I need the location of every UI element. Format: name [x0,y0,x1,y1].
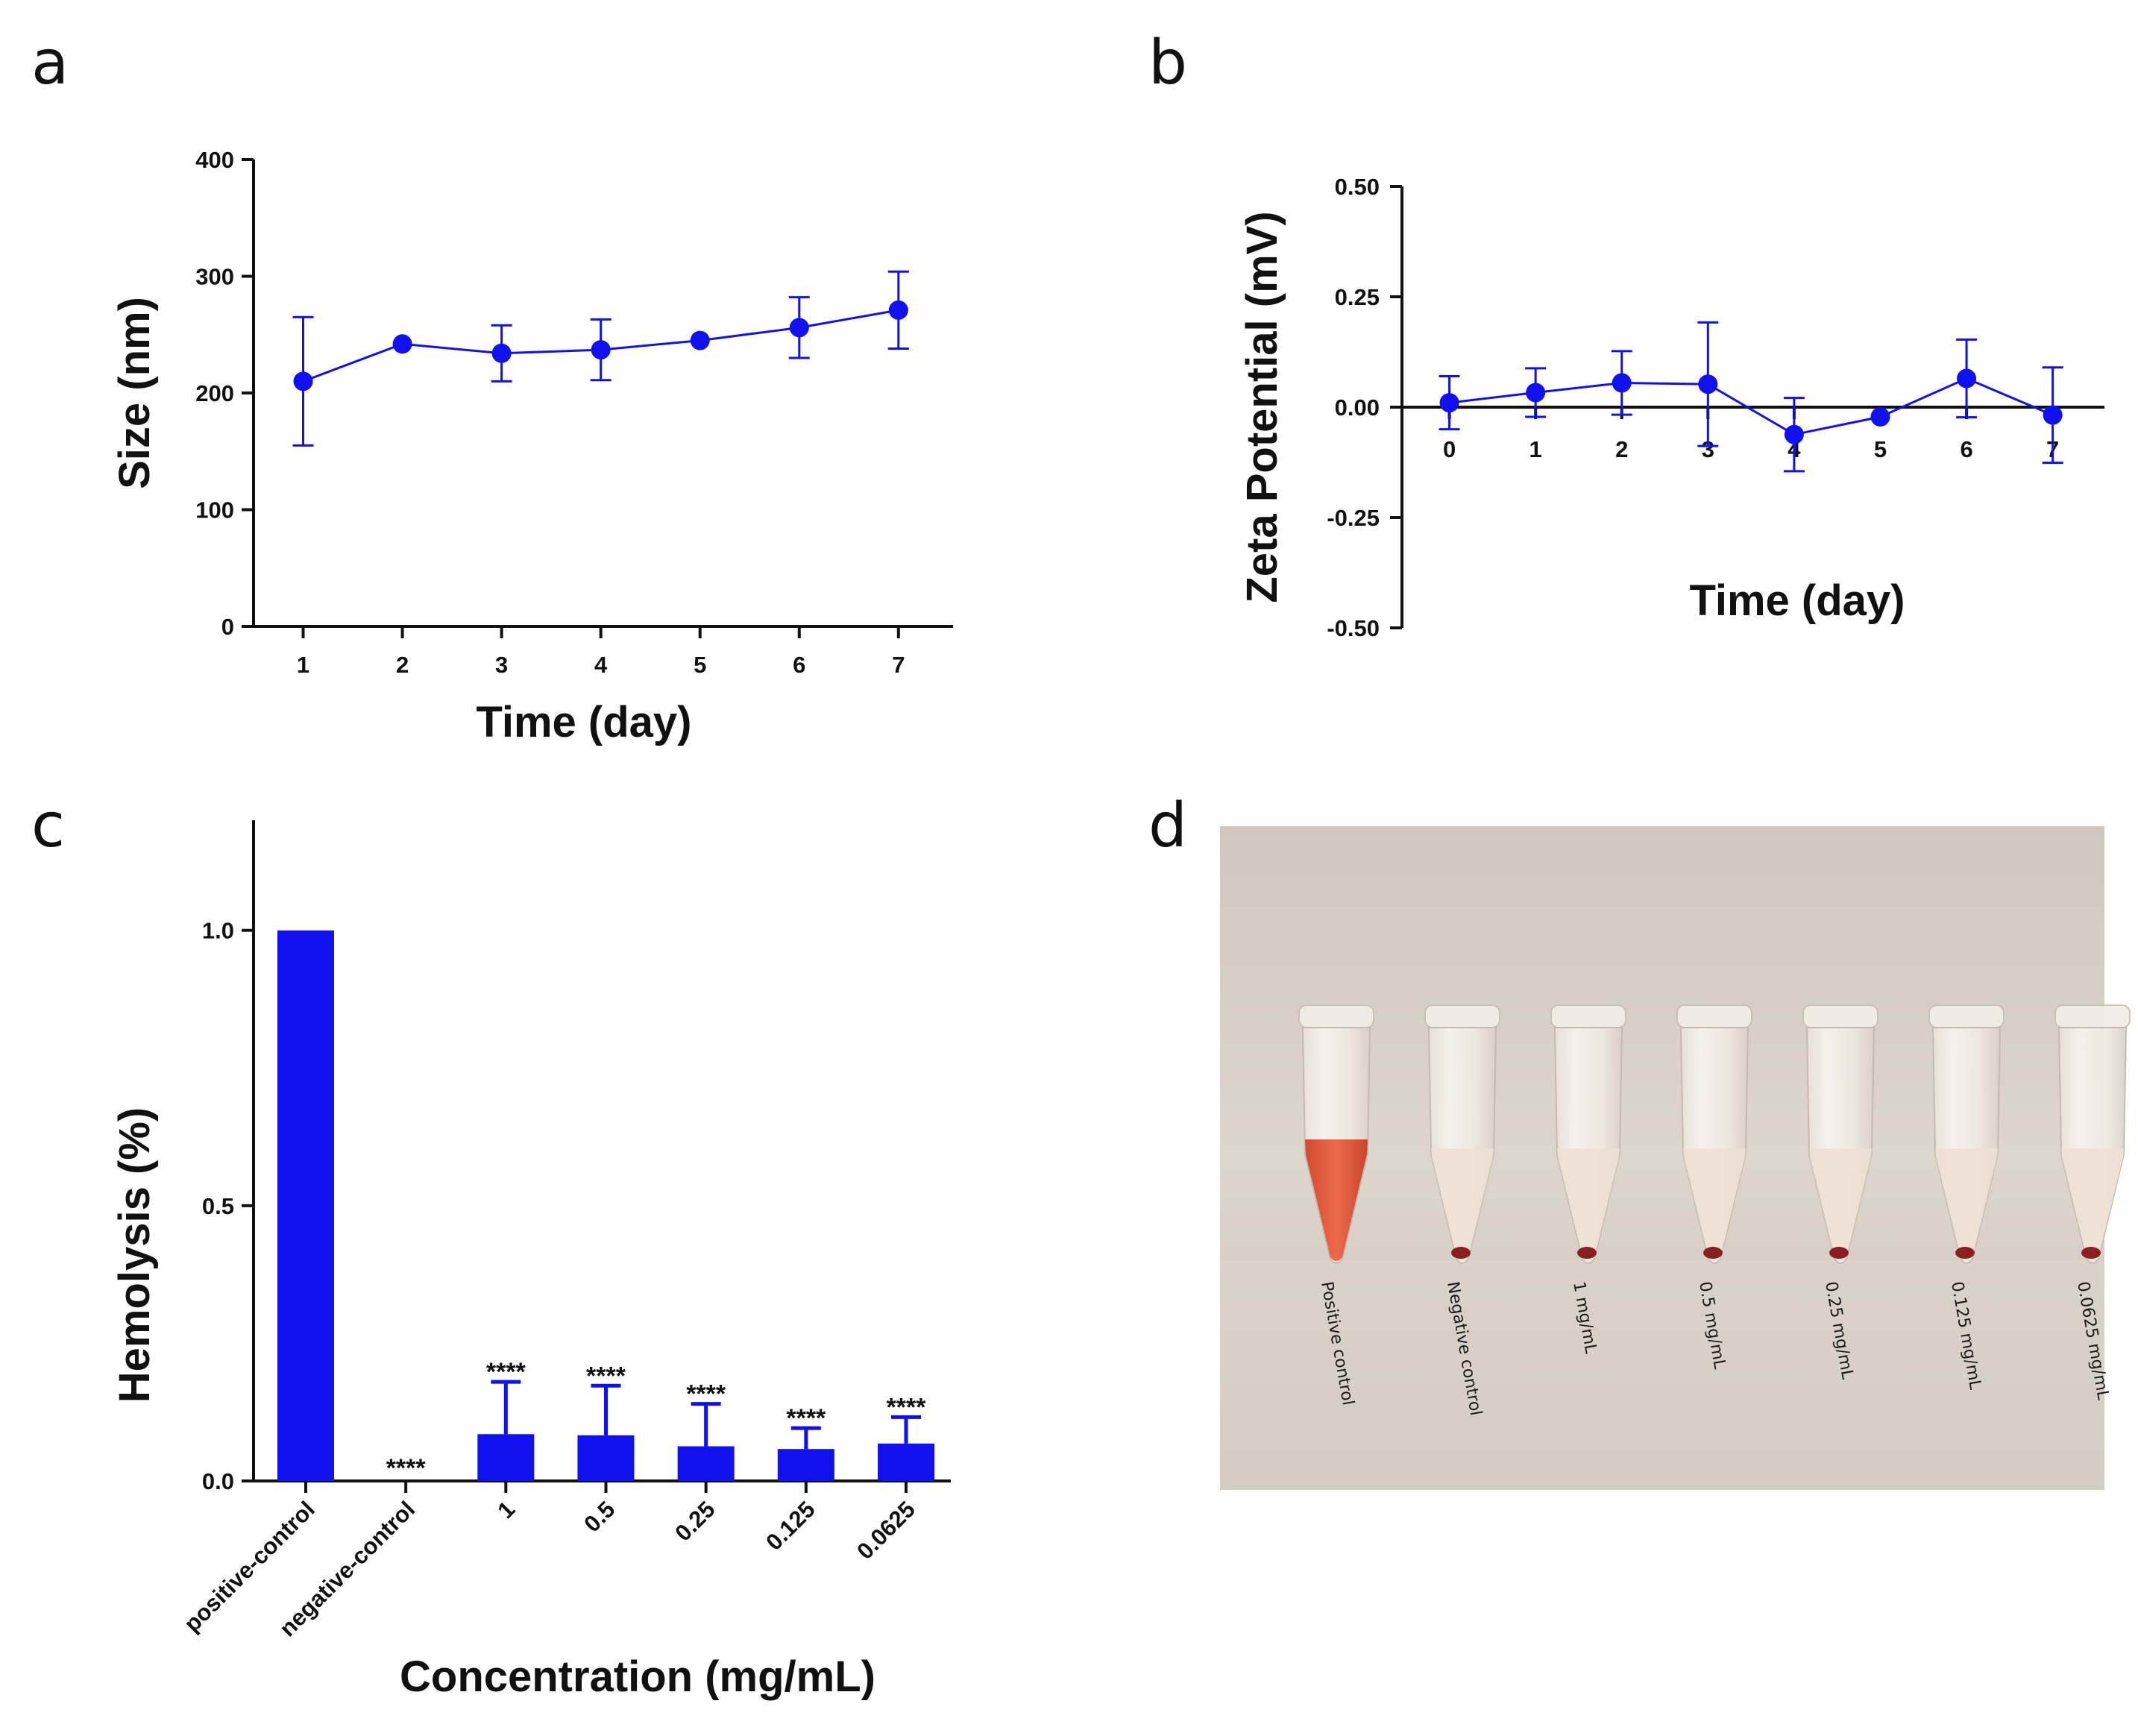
tube-cap [2054,1004,2131,1028]
data-point [1439,393,1459,413]
y-tick-label: -0.50 [1327,615,1380,641]
y-tick-label: 0 [221,614,234,640]
x-axis-title: Time (day) [1689,576,1905,625]
tube-cap [1802,1004,1878,1028]
rbc-pellet [1451,1247,1471,1259]
y-tick-label: 0.50 [1335,174,1380,200]
y-tick-label: 0.25 [1335,284,1380,310]
bar-0.125 [777,1449,834,1481]
x-tick-label: 3 [1702,436,1714,462]
rbc-pellet [1955,1247,1975,1259]
y-tick-label: 400 [195,147,234,173]
x-tick-label: 0.0625 [852,1496,920,1564]
panel-letter-a: a [31,28,69,98]
data-point [690,330,710,350]
data-point [1698,374,1718,394]
x-tick-label: 3 [495,652,508,678]
x-tick-label: 1 [1529,436,1542,462]
series-line-zeta [1449,377,2054,436]
data-point [888,300,908,320]
x-tick-label: 1 [492,1496,520,1523]
bar-1 [477,1434,535,1481]
clear-supernatant [1809,1148,1872,1261]
x-tick-label: 0.125 [761,1496,820,1556]
tube-cap [1550,1004,1626,1028]
data-point [1957,368,1977,389]
y-axis-title: Zeta Potential (mV) [1238,211,1286,603]
data-point [1870,407,1890,427]
data-point [591,340,611,360]
data-point [2043,405,2063,425]
significance-marker: **** [887,1393,927,1421]
x-tick-label: 2 [1615,436,1628,462]
y-tick-label: 0.00 [1335,394,1380,421]
clear-supernatant [2061,1148,2124,1261]
tube-6: 0.125 mg/mL [1928,1004,2005,1391]
significance-marker: **** [386,1454,427,1482]
x-tick-label: 6 [1960,436,1972,462]
y-tick-label: 200 [195,380,234,406]
x-tick-label: 5 [694,652,706,678]
data-point [1612,373,1632,393]
x-tick-label: 6 [793,652,805,678]
x-tick-label: 1 [297,652,309,678]
significance-marker: **** [586,1362,626,1390]
rbc-pellet [1577,1247,1597,1259]
y-tick-label: -0.25 [1327,505,1380,531]
rbc-pellet [1703,1247,1723,1259]
data-point [392,334,412,354]
x-tick-label: 4 [594,652,608,678]
x-tick-label: 0 [1443,436,1456,462]
y-tick-label: 0.5 [202,1193,234,1219]
y-axis-title: Hemolysis (%) [110,1107,159,1403]
data-point [789,318,809,338]
bar-0.0625 [878,1443,934,1481]
tube-cap [1676,1004,1752,1028]
photo-table-surface [1220,1260,2104,1490]
significance-marker: **** [686,1380,726,1409]
significance-marker: **** [786,1404,826,1432]
bar-positive-control [277,930,334,1481]
y-tick-label: 100 [195,497,234,523]
x-tick-label: 0.5 [579,1496,620,1537]
tube-cap [1928,1004,2005,1028]
chart-zeta-potential-over-time: 0.500.250.00-0.25-0.5001234567Time (day)… [1238,174,2104,641]
x-tick-label: 0.25 [670,1496,720,1546]
y-tick-label: 300 [195,264,234,290]
clear-supernatant [1557,1148,1620,1261]
clear-supernatant [1683,1148,1746,1261]
y-tick-label: 1.0 [202,918,234,944]
tube-cap [1298,1004,1374,1028]
panel-letter-c: c [31,790,65,861]
x-tick-label: 2 [396,652,409,678]
rbc-pellet [2081,1247,2101,1259]
red-supernatant [1305,1139,1368,1261]
y-tick-label: 0.0 [202,1468,234,1494]
x-tick-label: 7 [892,652,905,678]
panel-letter-d: d [1148,790,1187,861]
clear-supernatant [1935,1148,1998,1261]
data-point [491,343,512,363]
panel-letter-b: b [1148,28,1187,98]
clear-supernatant [1431,1148,1494,1261]
bar-0.5 [577,1435,635,1481]
x-tick-label: 5 [1874,436,1887,462]
x-axis-title: Concentration (mg/mL) [400,1652,875,1701]
chart-size-over-time: 0 100 200 300 400 1 2 3 4 5 6 7 Time (day) Size (nm) [110,147,953,746]
tube-cap [1424,1004,1500,1028]
chart-hemolysis-bar: 0.00.51.0positive-control****negative-co… [110,820,951,1701]
significance-marker: **** [486,1358,526,1386]
x-axis-title: Time (day) [476,698,691,746]
bar-0.25 [677,1446,735,1481]
data-point [1784,424,1804,444]
hemolysis-tube-photo: Positive control Negative control 1 mg/mL 0… [1220,826,2131,1490]
data-point [293,371,313,391]
data-point [1526,383,1546,403]
y-axis-title: Size (nm) [110,297,159,489]
rbc-pellet [1829,1247,1849,1259]
